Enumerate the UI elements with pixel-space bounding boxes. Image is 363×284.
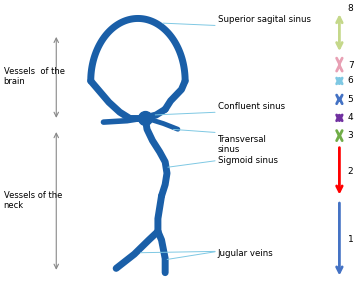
Text: Superior sagital sinus: Superior sagital sinus bbox=[218, 15, 311, 24]
Text: 2: 2 bbox=[348, 167, 353, 176]
Text: Sigmoid sinus: Sigmoid sinus bbox=[218, 156, 278, 165]
Text: 3: 3 bbox=[348, 131, 354, 140]
Text: 7: 7 bbox=[348, 61, 354, 70]
Text: Transversal
sinus: Transversal sinus bbox=[218, 135, 267, 154]
Text: 6: 6 bbox=[348, 76, 354, 85]
Text: 1: 1 bbox=[348, 235, 354, 245]
Text: Confluent sinus: Confluent sinus bbox=[218, 102, 285, 111]
Text: Jugular veins: Jugular veins bbox=[218, 249, 274, 258]
Text: Vessels of the
neck: Vessels of the neck bbox=[4, 191, 62, 210]
Text: 5: 5 bbox=[348, 95, 354, 104]
Text: 4: 4 bbox=[348, 113, 353, 122]
Text: Vessels  of the
brain: Vessels of the brain bbox=[4, 67, 65, 86]
Text: 8: 8 bbox=[348, 4, 354, 13]
